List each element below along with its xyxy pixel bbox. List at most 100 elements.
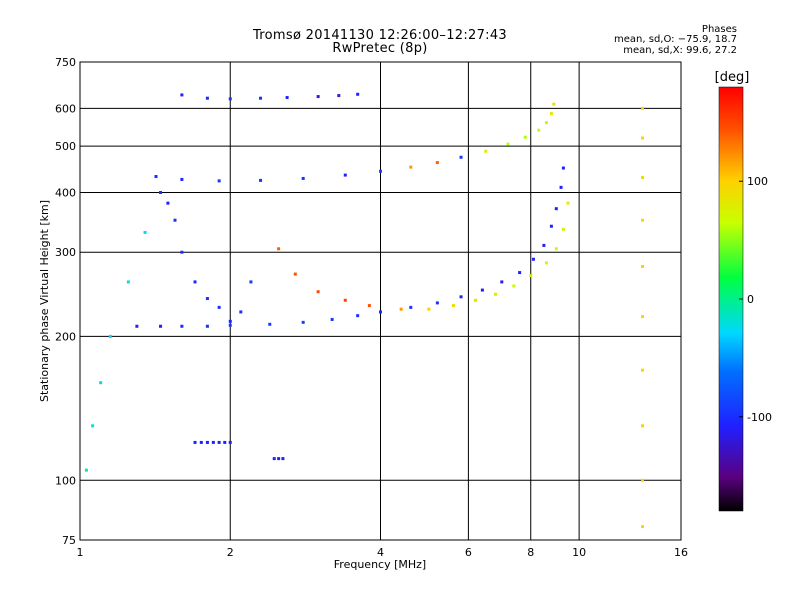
data-point	[193, 280, 197, 284]
data-point	[459, 155, 463, 159]
data-point	[379, 310, 382, 314]
data-point	[205, 324, 209, 328]
data-point	[193, 440, 197, 444]
data-point	[217, 440, 221, 444]
colorbar-tick-label: 100	[747, 175, 768, 188]
data-point	[99, 381, 103, 385]
data-point	[554, 247, 558, 251]
data-point	[641, 218, 645, 222]
data-point	[135, 324, 139, 328]
data-point	[316, 290, 320, 294]
data-point	[566, 201, 570, 205]
data-point	[484, 149, 488, 153]
y-axis-label: Stationary phase Virtual Height [km]	[38, 200, 51, 402]
data-point	[217, 179, 221, 183]
data-point	[409, 305, 413, 309]
data-point	[529, 274, 533, 278]
data-point	[205, 96, 209, 100]
data-points	[84, 92, 645, 529]
data-point	[180, 250, 184, 254]
data-point	[641, 368, 645, 372]
data-point	[561, 166, 565, 170]
data-point	[159, 190, 163, 194]
x-tick-label: 10	[572, 546, 586, 559]
data-point	[268, 322, 272, 326]
colorbar-tick-label: -100	[747, 411, 772, 424]
phases-stats-heading: Phases	[701, 24, 737, 35]
data-point	[285, 96, 289, 100]
data-point	[143, 230, 147, 234]
y-tick-label: 600	[55, 102, 76, 115]
data-point	[506, 142, 510, 146]
data-point	[549, 224, 553, 228]
data-point	[277, 457, 281, 461]
data-point	[108, 334, 112, 338]
data-point	[549, 112, 553, 116]
x-tick-label: 2	[227, 546, 234, 559]
data-point	[641, 175, 645, 179]
data-point	[500, 280, 504, 284]
data-point	[641, 265, 645, 269]
data-point	[451, 304, 455, 308]
data-point	[91, 424, 95, 428]
data-point	[559, 185, 563, 189]
data-point	[337, 94, 341, 98]
y-tick-label: 300	[55, 246, 76, 259]
data-point	[518, 271, 522, 275]
data-point	[356, 92, 360, 96]
data-point	[343, 173, 347, 177]
y-tick-label: 100	[55, 474, 76, 487]
data-point	[223, 440, 227, 444]
data-point	[180, 177, 184, 181]
data-point	[473, 298, 477, 302]
data-point	[641, 106, 645, 110]
colorbar-label: [deg]	[715, 70, 750, 85]
data-point	[180, 93, 184, 97]
data-point	[228, 97, 232, 101]
grid-lines	[80, 62, 681, 540]
data-point	[494, 292, 498, 296]
data-point	[367, 304, 371, 308]
data-point	[480, 288, 484, 292]
colorbar-tick-label: 0	[747, 293, 754, 306]
x-tick-label: 6	[465, 546, 472, 559]
data-point	[259, 178, 263, 182]
colorbar-ticks: 100 0 -100	[739, 175, 772, 424]
data-point	[343, 298, 347, 302]
chart-subtitle: RwPretec (8p)	[332, 41, 428, 56]
data-point	[228, 440, 232, 444]
y-tick-label: 750	[55, 56, 76, 69]
data-point	[228, 319, 232, 323]
data-point	[205, 440, 209, 444]
data-point	[531, 257, 535, 261]
phases-stats-o: mean, sd,O: −75.9, 18.7	[614, 34, 737, 45]
data-point	[399, 307, 403, 311]
x-axis-ticks: 1 2 4 6 8 10 16	[77, 546, 689, 559]
data-point	[199, 440, 203, 444]
data-point	[641, 424, 645, 428]
data-point	[641, 136, 645, 140]
data-point	[173, 218, 177, 222]
data-point	[272, 457, 276, 461]
data-point	[435, 301, 439, 305]
data-point	[641, 525, 645, 529]
y-tick-label: 400	[55, 186, 76, 199]
data-point	[211, 440, 215, 444]
data-point	[544, 121, 548, 125]
data-point	[435, 161, 439, 165]
y-tick-label: 75	[62, 534, 76, 547]
data-point	[512, 284, 516, 288]
data-point	[544, 261, 548, 265]
plot-frame	[79, 61, 682, 541]
data-point	[217, 305, 221, 309]
data-point	[427, 307, 431, 311]
data-point	[316, 95, 320, 99]
data-point	[239, 310, 243, 314]
data-point	[293, 272, 297, 276]
y-axis-ticks: 75 100 200 300 400 500 600 750	[55, 56, 76, 547]
data-point	[84, 468, 88, 472]
data-point	[301, 176, 305, 180]
data-point	[180, 324, 184, 328]
data-point	[277, 247, 281, 251]
